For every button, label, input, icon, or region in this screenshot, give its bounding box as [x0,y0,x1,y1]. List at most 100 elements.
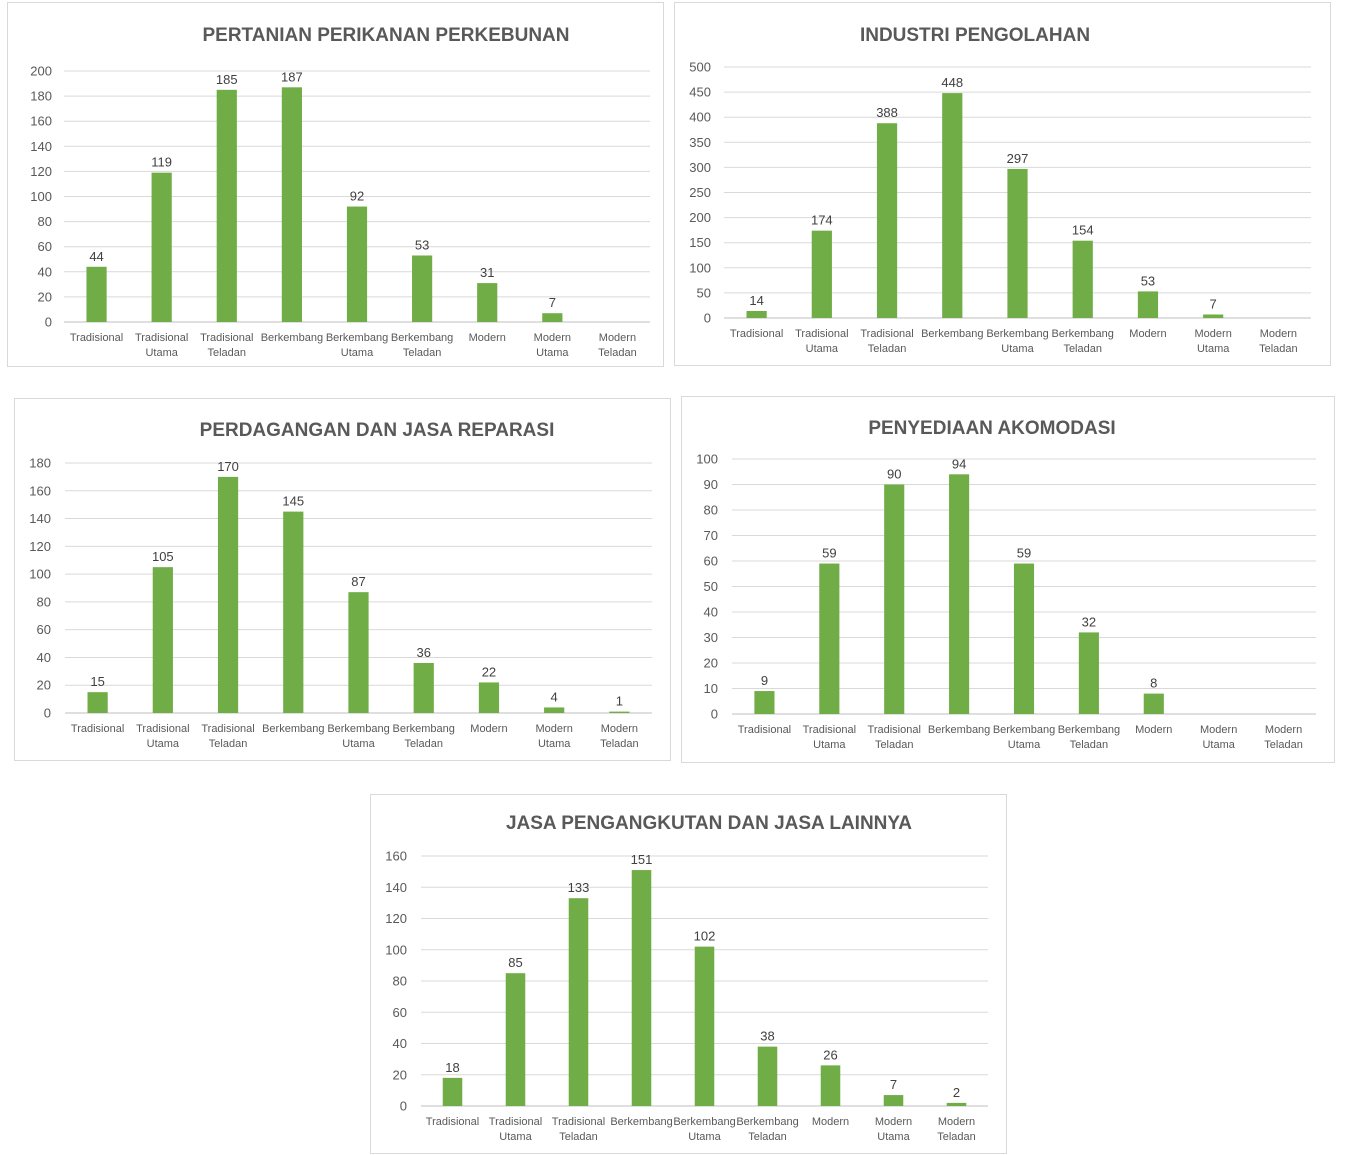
x-category-label: Modern Teladan [1259,328,1298,355]
chart-title: JASA PENGANGKUTAN DAN JASA LAINNYA [506,813,912,834]
x-category-label: Modern Utama [1200,724,1237,751]
x-category-label: Berkembang Utama [986,328,1048,355]
bar [883,1095,904,1106]
data-label: 187 [281,69,303,84]
y-tick-label: 80 [704,503,718,518]
bar [505,973,526,1106]
x-category-label: Berkembang Utama [673,1116,735,1143]
bar [1013,563,1035,714]
x-category-label: Tradisional Teladan [200,332,253,359]
bar [346,206,368,322]
chart-title: PENYEDIAAN AKOMODASI [868,418,1115,439]
bar [217,476,239,713]
bar [86,266,107,322]
data-label: 32 [1082,614,1096,629]
bar [609,711,630,713]
data-label: 22 [482,664,496,679]
chart-panel-akomodasi: PENYEDIAAN AKOMODASI 0 10 20 30 40 50 60 70 80 90 1… [681,396,1335,763]
y-tick-label: 100 [29,567,51,582]
chart-svg-pertanian: PERTANIAN PERIKANAN PERKEBUNAN 0 20 40 60 80 1… [30,25,650,359]
bar [1078,632,1099,714]
y-tick-label: 80 [37,594,51,609]
data-label: 14 [749,293,763,308]
data-label: 53 [415,237,429,252]
data-label: 44 [89,249,103,264]
data-label: 105 [152,549,174,564]
data-label: 1 [616,694,623,709]
y-tick-label: 140 [29,511,51,526]
chart-panel-industri: INDUSTRI PENGOLAHAN 0 50 100 150 200 250 300 350… [674,2,1331,366]
y-tick-label: 120 [385,911,407,926]
y-tick-label: 400 [689,110,711,125]
y-tick-label: 20 [704,656,718,671]
data-label: 94 [952,456,966,471]
x-category-label: Berkembang [928,724,990,736]
x-category-label: Modern [812,1116,849,1128]
chart-title: PERDAGANGAN DAN JASA REPARASI [200,420,555,441]
data-label: 7 [1210,296,1217,311]
x-category-label: Modern Teladan [1264,724,1303,751]
y-tick-label: 140 [385,880,407,895]
x-category-label: Tradisional Teladan [860,328,913,355]
x-category-label: Modern Utama [1195,328,1232,355]
chart-title: INDUSTRI PENGOLAHAN [860,25,1090,46]
bar [949,474,970,714]
y-tick-label: 40 [38,264,52,279]
x-category-label: Tradisional [738,724,791,736]
x-category-label: Berkembang Teladan [393,723,455,750]
y-tick-label: 60 [393,1005,407,1020]
data-label: 102 [694,929,716,944]
data-label: 388 [876,105,898,120]
bar [946,1102,967,1106]
x-category-label: Modern Utama [534,332,571,359]
x-category-label: Berkembang [921,328,983,340]
bar [281,87,302,322]
data-label: 85 [508,955,522,970]
x-category-label: Modern Teladan [937,1116,976,1143]
y-tick-label: 60 [704,554,718,569]
data-label: 151 [631,852,653,867]
x-category-label: Berkembang Teladan [736,1116,798,1143]
y-tick-label: 80 [393,974,407,989]
bar [1203,314,1224,318]
bar [152,567,173,713]
y-tick-label: 20 [393,1067,407,1082]
data-label: 87 [351,574,365,589]
x-category-label: Modern Utama [875,1116,912,1143]
x-category-label: Tradisional Utama [136,723,189,750]
bar [757,1046,778,1106]
bar [884,484,905,714]
x-category-label: Modern Teladan [598,332,637,359]
x-category-label: Berkembang [262,723,324,735]
y-tick-label: 0 [711,707,718,722]
y-tick-label: 300 [689,160,711,175]
chart-panel-perdagangan: PERDAGANGAN DAN JASA REPARASI 0 20 40 60 80 10… [14,398,671,761]
y-tick-label: 100 [30,189,52,204]
data-label: 26 [823,1047,837,1062]
data-label: 154 [1072,223,1094,238]
data-label: 92 [350,189,364,204]
data-label: 185 [216,72,238,87]
bar [819,563,840,714]
x-category-label: Tradisional Utama [803,724,856,751]
data-label: 31 [480,265,494,280]
y-tick-label: 40 [704,605,718,620]
data-label: 38 [760,1029,774,1044]
x-category-label: Tradisional [70,332,123,344]
data-label: 15 [90,674,104,689]
x-category-label: Tradisional Teladan [868,724,921,751]
bar [544,707,565,713]
data-label: 133 [568,880,590,895]
y-tick-label: 80 [38,214,52,229]
y-tick-label: 120 [29,539,51,554]
x-category-label: Tradisional [426,1116,479,1128]
x-category-label: Modern [1129,328,1166,340]
y-tick-label: 60 [38,239,52,254]
x-category-label: Tradisional [730,328,783,340]
chart-svg-akomodasi: PENYEDIAAN AKOMODASI 0 10 20 30 40 50 60 70 80 90 1… [696,418,1316,751]
y-tick-label: 350 [689,135,711,150]
y-tick-label: 100 [689,260,711,275]
data-label: 53 [1141,273,1155,288]
bar [151,172,172,322]
y-tick-label: 0 [45,315,52,330]
